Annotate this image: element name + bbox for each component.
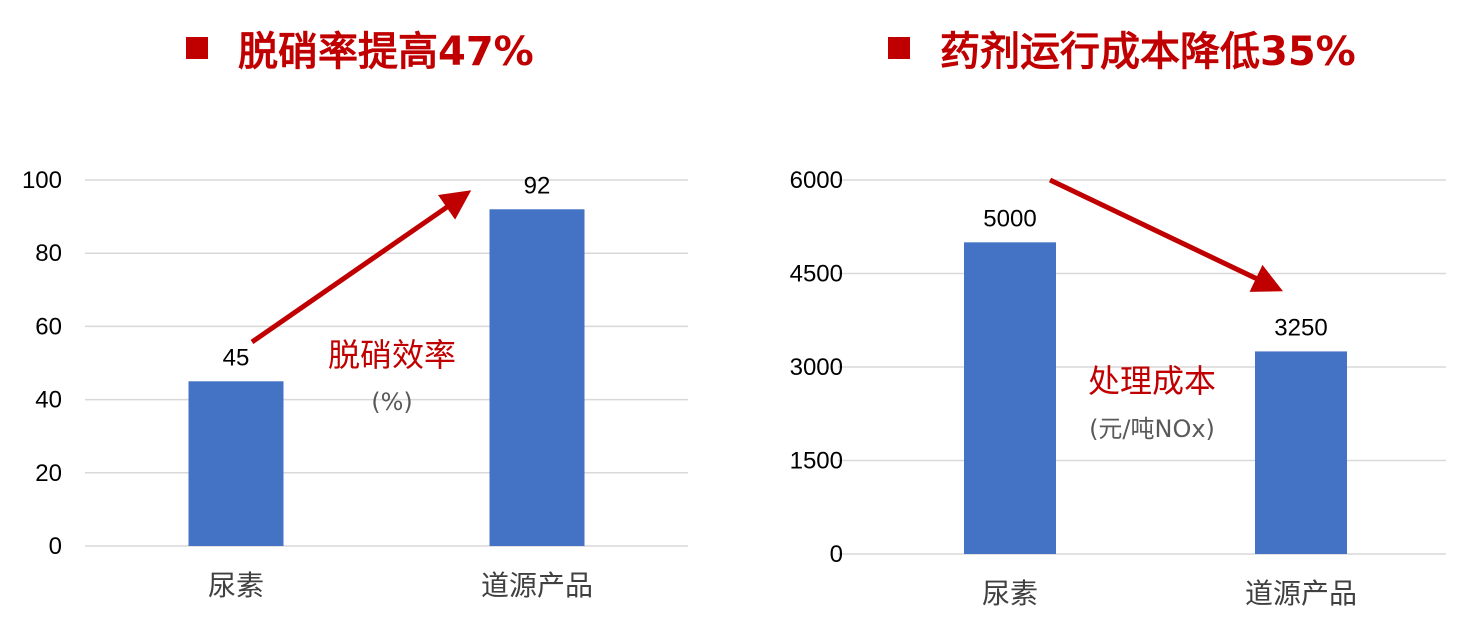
category-label: 道源产品 xyxy=(481,569,593,602)
heading-left-text: 脱硝率提高47% xyxy=(238,29,534,75)
category-label: 尿素 xyxy=(982,577,1038,610)
y-tick-label: 20 xyxy=(35,460,62,487)
trend-arrow-up-icon xyxy=(250,190,472,345)
square-bullet-icon xyxy=(888,37,910,59)
y-tick-label: 80 xyxy=(35,240,62,267)
y-tick-label: 1500 xyxy=(790,448,843,475)
data-label: 92 xyxy=(524,172,551,199)
unit-label: (元/吨NOx) xyxy=(1089,415,1215,443)
y-tick-label: 0 xyxy=(49,533,62,560)
heading-right-text: 药剂运行成本降低35% xyxy=(940,29,1356,75)
category-label: 道源产品 xyxy=(1245,577,1357,610)
unit-label: (%) xyxy=(371,388,413,416)
chart-2: 0 1500 3000 4500 6000 5000 尿素 3250 道源产品 处理成本 (元/吨N… xyxy=(790,167,1446,610)
bar xyxy=(964,242,1056,555)
y-tick-label: 100 xyxy=(22,167,62,194)
y-tick-label: 6000 xyxy=(790,167,843,194)
heading-cost-reduction: 药剂运行成本降低35% xyxy=(888,18,1356,78)
chart-1: 0 20 40 60 80 100 45 尿素 92 道源产品 脱硝效率 (%) xyxy=(22,167,688,602)
y-tick-label: 4500 xyxy=(790,261,843,288)
data-label: 3250 xyxy=(1274,314,1327,341)
category-label: 尿素 xyxy=(208,569,264,602)
data-label: 45 xyxy=(223,344,250,371)
y-tick-label: 40 xyxy=(35,387,62,414)
metric-label: 处理成本 xyxy=(1088,362,1216,400)
y-tick-label: 60 xyxy=(35,313,62,340)
metric-label: 脱硝效率 xyxy=(328,336,456,374)
bar xyxy=(188,381,284,546)
bar xyxy=(489,209,585,546)
y-tick-label: 0 xyxy=(830,541,843,568)
trend-arrow-down-icon xyxy=(1048,177,1284,292)
data-label: 5000 xyxy=(983,205,1036,232)
heading-denitration-rate: 脱硝率提高47% xyxy=(186,18,534,78)
y-tick-label: 3000 xyxy=(790,354,843,381)
bar xyxy=(1255,351,1347,554)
square-bullet-icon xyxy=(186,37,208,59)
